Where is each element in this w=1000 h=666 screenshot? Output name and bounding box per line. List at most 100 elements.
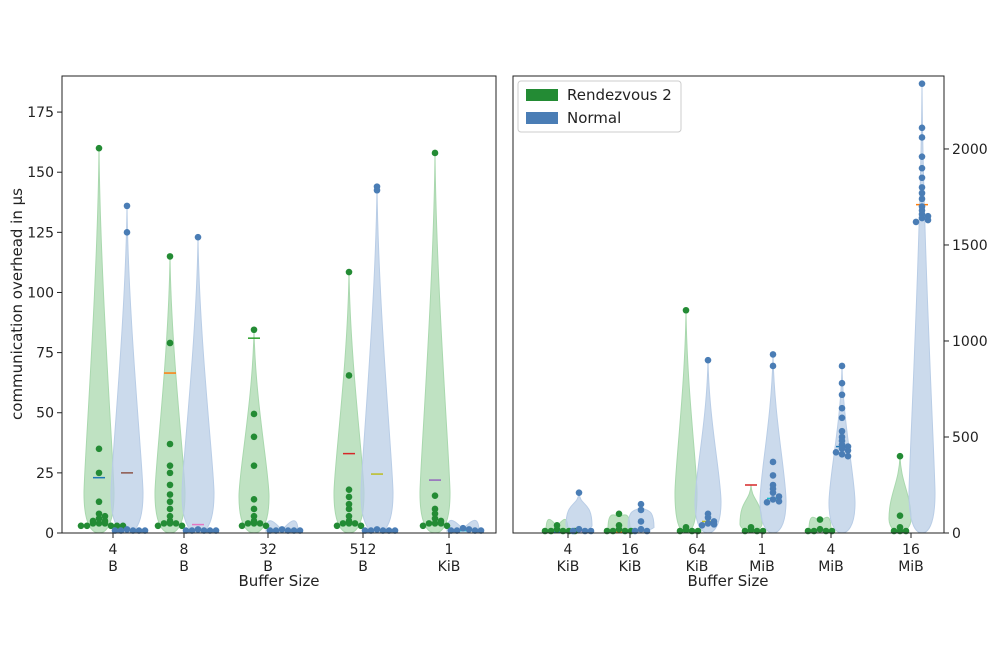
x-tick-label: 16 <box>621 542 639 558</box>
data-point-rendezvous <box>345 486 353 494</box>
data-point-rendezvous <box>431 520 439 527</box>
data-point-normal <box>290 527 298 534</box>
data-point-normal <box>123 202 131 210</box>
violin-normal <box>908 83 936 533</box>
right-plot-frame <box>512 75 945 534</box>
data-point-rendezvous <box>345 505 353 513</box>
data-point-rendezvous <box>166 498 174 506</box>
data-point-rendezvous <box>431 505 439 513</box>
data-point-rendezvous <box>816 516 824 523</box>
y-tick-label: 25 <box>36 466 54 482</box>
data-point-normal <box>117 527 125 534</box>
data-point-normal <box>141 527 149 534</box>
y-tick-label: 0 <box>45 526 54 542</box>
data-point-rendezvous <box>95 510 103 518</box>
data-point-normal <box>769 489 777 496</box>
data-point-normal <box>465 526 473 533</box>
y-tick-label: 175 <box>27 105 54 121</box>
y-tick-label: 1000 <box>952 334 988 350</box>
data-point-normal <box>838 445 846 452</box>
data-point-normal <box>575 525 583 533</box>
legend-label-rendezvous: Rendezvous 2 <box>567 86 672 104</box>
data-point-rendezvous <box>95 498 103 506</box>
data-point-normal <box>129 527 137 534</box>
data-point-normal <box>918 184 926 191</box>
data-point-normal <box>206 527 214 534</box>
data-point-rendezvous <box>896 452 904 460</box>
x-tick-unit: KiB <box>557 559 580 575</box>
data-point-normal <box>763 498 771 506</box>
data-point-rendezvous <box>166 481 174 489</box>
data-point-normal <box>477 527 485 534</box>
data-point-normal <box>447 527 455 534</box>
data-point-rendezvous <box>250 433 258 441</box>
x-tick-unit: MiB <box>818 559 844 575</box>
data-point-normal <box>194 233 202 241</box>
data-point-normal <box>918 164 926 172</box>
data-point-normal <box>391 527 399 534</box>
y-tick-label: 50 <box>36 406 54 422</box>
data-point-rendezvous <box>95 144 103 152</box>
violin-rendezvous <box>333 272 365 533</box>
data-point-rendezvous <box>160 520 168 527</box>
data-point-rendezvous <box>95 469 103 477</box>
x-tick-unit: B <box>108 559 118 575</box>
x-tick-label: 32 <box>259 542 277 558</box>
data-point-normal <box>182 527 190 534</box>
data-point-rendezvous <box>345 520 353 527</box>
x-tick-unit: KiB <box>438 559 461 575</box>
data-point-normal <box>637 506 645 514</box>
data-point-rendezvous <box>95 520 103 527</box>
data-point-rendezvous <box>166 440 174 448</box>
data-point-normal <box>838 450 846 458</box>
violin-rendezvous <box>674 310 698 533</box>
data-point-normal <box>296 527 304 534</box>
data-point-rendezvous <box>747 526 755 534</box>
data-point-normal <box>637 500 645 508</box>
violin-normal <box>110 205 144 533</box>
data-point-normal <box>710 521 718 528</box>
data-point-rendezvous <box>345 268 353 276</box>
data-point-rendezvous <box>615 510 623 518</box>
data-point-normal <box>266 527 274 534</box>
violin-normal <box>565 492 593 533</box>
left-y-axis: 0 25 50 75 100 125 150 175 <box>27 105 62 542</box>
data-point-rendezvous <box>345 493 353 501</box>
data-point-rendezvous <box>357 522 365 530</box>
data-point-rendezvous <box>166 520 174 527</box>
data-point-normal <box>838 427 846 435</box>
data-point-normal <box>832 449 840 456</box>
left-violins <box>83 148 480 533</box>
data-point-normal <box>637 525 645 533</box>
violin-rendezvous <box>419 152 451 533</box>
data-point-normal <box>123 229 131 236</box>
data-point-rendezvous <box>178 522 186 530</box>
x-tick-unit: MiB <box>749 559 775 575</box>
data-point-rendezvous <box>250 496 258 503</box>
data-point-rendezvous <box>339 520 347 527</box>
x-tick-unit: B <box>263 559 273 575</box>
data-point-rendezvous <box>250 505 258 513</box>
violin-rendezvous <box>238 329 270 533</box>
x-tick-unit: KiB <box>619 559 642 575</box>
data-point-normal <box>918 195 926 203</box>
data-point-rendezvous <box>101 520 109 527</box>
data-point-rendezvous <box>351 520 359 527</box>
data-point-normal <box>453 527 461 534</box>
violin-normal <box>181 237 215 533</box>
x-tick-unit: B <box>358 559 368 575</box>
x-tick-label: 1 <box>445 542 454 558</box>
data-point-rendezvous <box>431 492 439 500</box>
left-x-axis-label: Buffer Size <box>238 572 319 590</box>
left-plot-frame <box>61 75 497 534</box>
right-points <box>541 80 932 535</box>
data-point-normal <box>188 527 196 534</box>
data-point-rendezvous <box>437 520 445 527</box>
data-point-normal <box>769 362 777 370</box>
data-point-rendezvous <box>250 512 258 520</box>
data-point-rendezvous <box>443 522 451 530</box>
x-tick-label: 4 <box>827 542 836 558</box>
data-point-rendezvous <box>682 526 690 534</box>
y-tick-label: 0 <box>952 526 961 542</box>
